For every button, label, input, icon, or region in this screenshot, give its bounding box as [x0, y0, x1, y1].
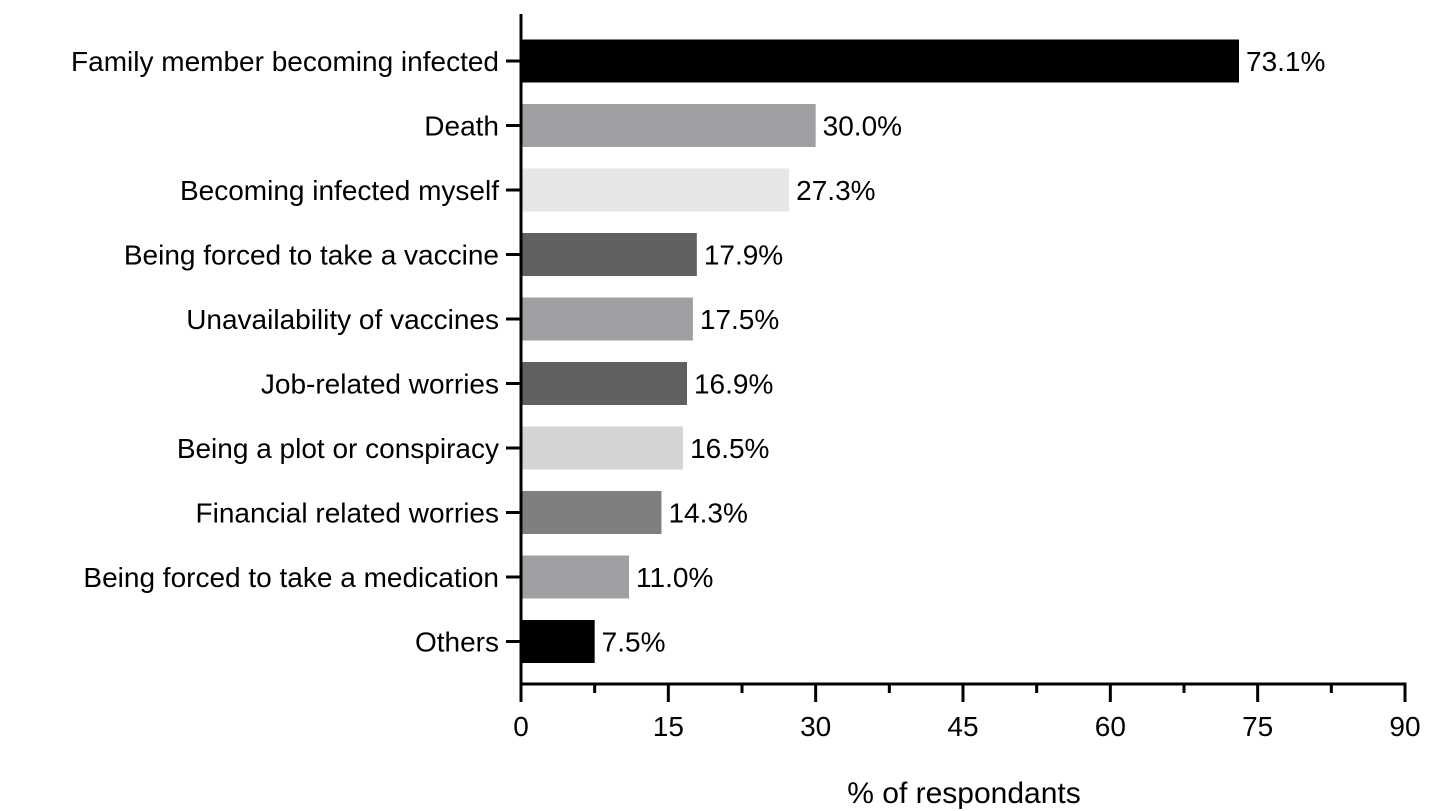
x-tick-label: 75	[1242, 711, 1273, 742]
bar-value-label: 16.9%	[694, 369, 773, 400]
bar	[521, 620, 595, 663]
bar	[521, 39, 1240, 83]
bar	[521, 362, 687, 405]
bar	[521, 297, 693, 341]
category-label: Family member becoming infected	[71, 46, 499, 77]
bar-value-label: 11.0%	[636, 562, 713, 593]
category-label: Death	[424, 111, 499, 142]
bar-value-label: 17.5%	[700, 304, 779, 335]
x-axis-title: % of respondants	[847, 777, 1080, 810]
x-tick-label: 90	[1389, 711, 1420, 742]
bars-group	[521, 39, 1240, 663]
category-label: Financial related worries	[196, 498, 499, 529]
x-tick-label: 0	[513, 711, 529, 742]
y-axis: Family member becoming infected Death Beco…	[71, 14, 523, 686]
bar-value-label: 17.9%	[704, 240, 783, 271]
category-label: Becoming infected myself	[180, 175, 499, 206]
bar-value-label: 16.5%	[690, 433, 769, 464]
bar-value-label: 73.1%	[1246, 46, 1325, 77]
value-labels-group: 73.1% 30.0% 27.3% 17.9% 17.5% 16.9% 16.5% 14.3%…	[602, 46, 1326, 658]
category-label: Others	[415, 627, 499, 658]
x-tick-label: 60	[1095, 711, 1126, 742]
bar-value-label: 30.0%	[823, 111, 902, 142]
x-tick-label: 45	[947, 711, 978, 742]
x-tick-label: 30	[800, 711, 831, 742]
category-label: Being forced to take a medication	[83, 562, 499, 593]
bar	[521, 104, 816, 147]
category-label: Unavailability of vaccines	[186, 304, 499, 335]
category-label: Being forced to take a vaccine	[124, 240, 499, 271]
category-label: Being a plot or conspiracy	[177, 433, 499, 464]
x-tick-label: 15	[653, 711, 684, 742]
bar-value-label: 27.3%	[796, 175, 875, 206]
bar	[521, 491, 662, 534]
category-label: Job-related worries	[261, 369, 499, 400]
bar-value-label: 14.3%	[668, 498, 747, 529]
bar	[521, 233, 697, 276]
bar	[521, 168, 790, 212]
bar-value-label: 7.5%	[602, 627, 666, 658]
x-axis: 0 15 30 45 60 75 90	[513, 682, 1421, 742]
bar	[521, 426, 684, 470]
bar	[521, 555, 630, 599]
